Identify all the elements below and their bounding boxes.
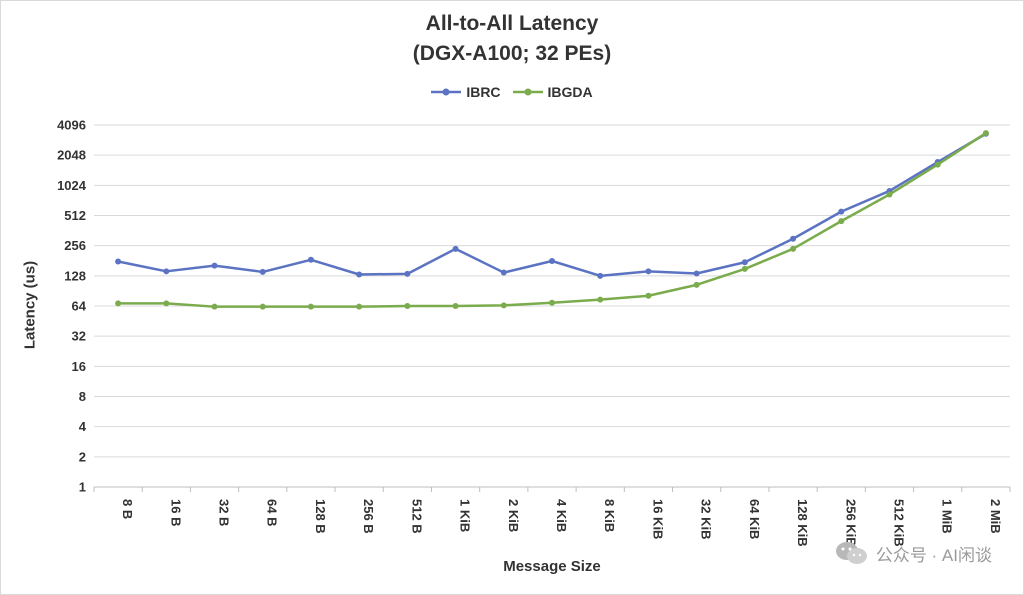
- x-tick-label: 64 KiB: [747, 499, 762, 539]
- data-point-ibgda: [790, 245, 797, 252]
- x-tick-label: 64 B: [265, 499, 280, 526]
- data-point-ibgda: [838, 218, 845, 225]
- data-point-ibgda: [982, 130, 989, 137]
- y-tick-label: 1: [79, 480, 86, 495]
- data-point-ibgda: [259, 303, 266, 310]
- x-tick-label: 4 KiB: [554, 499, 569, 532]
- x-axis-label: Message Size: [503, 558, 601, 575]
- x-tick-label: 8 B: [120, 499, 135, 519]
- x-tick-label: 1 KiB: [458, 499, 473, 532]
- data-point-ibrc: [549, 257, 555, 264]
- x-tick-label: 256 KiB: [843, 499, 858, 547]
- y-tick-label: 32: [72, 329, 86, 344]
- data-point-ibgda: [934, 161, 941, 168]
- data-point-ibrc: [645, 268, 652, 275]
- data-point-ibrc: [404, 270, 411, 277]
- watermark: 公众号 · AI闲谈: [834, 540, 992, 566]
- legend: IBRC IBGDA: [0, 84, 1024, 100]
- data-point-ibgda: [645, 292, 652, 299]
- x-tick-label: 8 KiB: [602, 499, 617, 532]
- data-point-ibrc: [356, 271, 363, 278]
- wechat-logo-icon: [835, 542, 867, 564]
- legend-swatch-ibrc: [431, 88, 462, 96]
- legend-label-ibrc: IBRC: [466, 84, 501, 100]
- data-point-ibgda: [307, 303, 314, 310]
- data-point-ibrc: [452, 245, 459, 252]
- y-tick-label: 4096: [57, 118, 86, 133]
- legend-item-ibgda: IBGDA: [512, 84, 593, 100]
- data-point-ibgda: [693, 281, 700, 288]
- data-point-ibrc: [597, 272, 604, 279]
- data-point-ibrc: [741, 259, 748, 266]
- y-tick-label: 2: [79, 449, 86, 464]
- data-point-ibgda: [549, 299, 555, 306]
- x-tick-label: 512 KiB: [891, 499, 906, 547]
- data-point-ibrc: [790, 235, 797, 242]
- data-point-ibrc: [500, 269, 507, 276]
- x-tick-label: 2 KiB: [506, 499, 521, 532]
- y-tick-label: 64: [72, 299, 87, 314]
- data-point-ibgda: [163, 300, 170, 307]
- y-tick-label: 2048: [57, 148, 86, 163]
- x-tick-label: 512 B: [409, 499, 424, 534]
- data-point-ibrc: [307, 256, 314, 263]
- legend-item-ibrc: IBRC: [431, 84, 501, 100]
- x-tick-label: 2 MiB: [988, 499, 1003, 534]
- legend-swatch-ibgda: [512, 88, 543, 96]
- data-point-ibrc: [259, 268, 266, 275]
- y-tick-label: 4: [79, 419, 87, 434]
- data-point-ibgda: [356, 303, 363, 310]
- x-tick-label: 16 B: [168, 499, 183, 526]
- x-tick-label: 128 B: [313, 499, 328, 534]
- chart-title: All-to-All Latency: [425, 12, 599, 35]
- data-point-ibrc: [163, 268, 170, 275]
- data-point-ibgda: [404, 303, 411, 309]
- x-tick-label: 256 B: [361, 499, 376, 534]
- x-tick-label: 32 B: [217, 499, 232, 526]
- x-tick-label: 32 KiB: [699, 499, 714, 539]
- data-point-ibgda: [115, 300, 122, 307]
- data-point-ibgda: [597, 296, 604, 303]
- data-point-ibgda: [452, 303, 459, 309]
- y-tick-label: 8: [79, 389, 86, 404]
- y-tick-label: 512: [64, 208, 86, 223]
- data-point-ibrc: [838, 208, 845, 215]
- data-point-ibgda: [211, 303, 218, 310]
- y-axis-label: Latency (us): [21, 260, 39, 350]
- legend-label-ibgda: IBGDA: [547, 84, 593, 100]
- x-tick-label: 128 KiB: [795, 499, 810, 547]
- series-line-ibgda: [118, 132, 987, 308]
- y-tick-label: 16: [72, 359, 86, 374]
- y-tick-label: 128: [64, 268, 86, 283]
- data-point-ibgda: [886, 191, 893, 198]
- data-point-ibrc: [211, 262, 218, 269]
- y-tick-label: 256: [64, 238, 86, 253]
- y-tick-label: 1024: [57, 178, 87, 193]
- data-point-ibgda: [500, 302, 507, 309]
- x-tick-label: 1 MiB: [940, 499, 955, 534]
- x-tick-label: 16 KiB: [650, 499, 665, 539]
- data-point-ibgda: [741, 265, 748, 272]
- data-point-ibrc: [693, 270, 700, 277]
- data-point-ibrc: [115, 258, 122, 265]
- watermark-text: 公众号 · AI闲谈: [875, 545, 992, 565]
- chart-subtitle: (DGX-A100; 32 PEs): [412, 42, 612, 65]
